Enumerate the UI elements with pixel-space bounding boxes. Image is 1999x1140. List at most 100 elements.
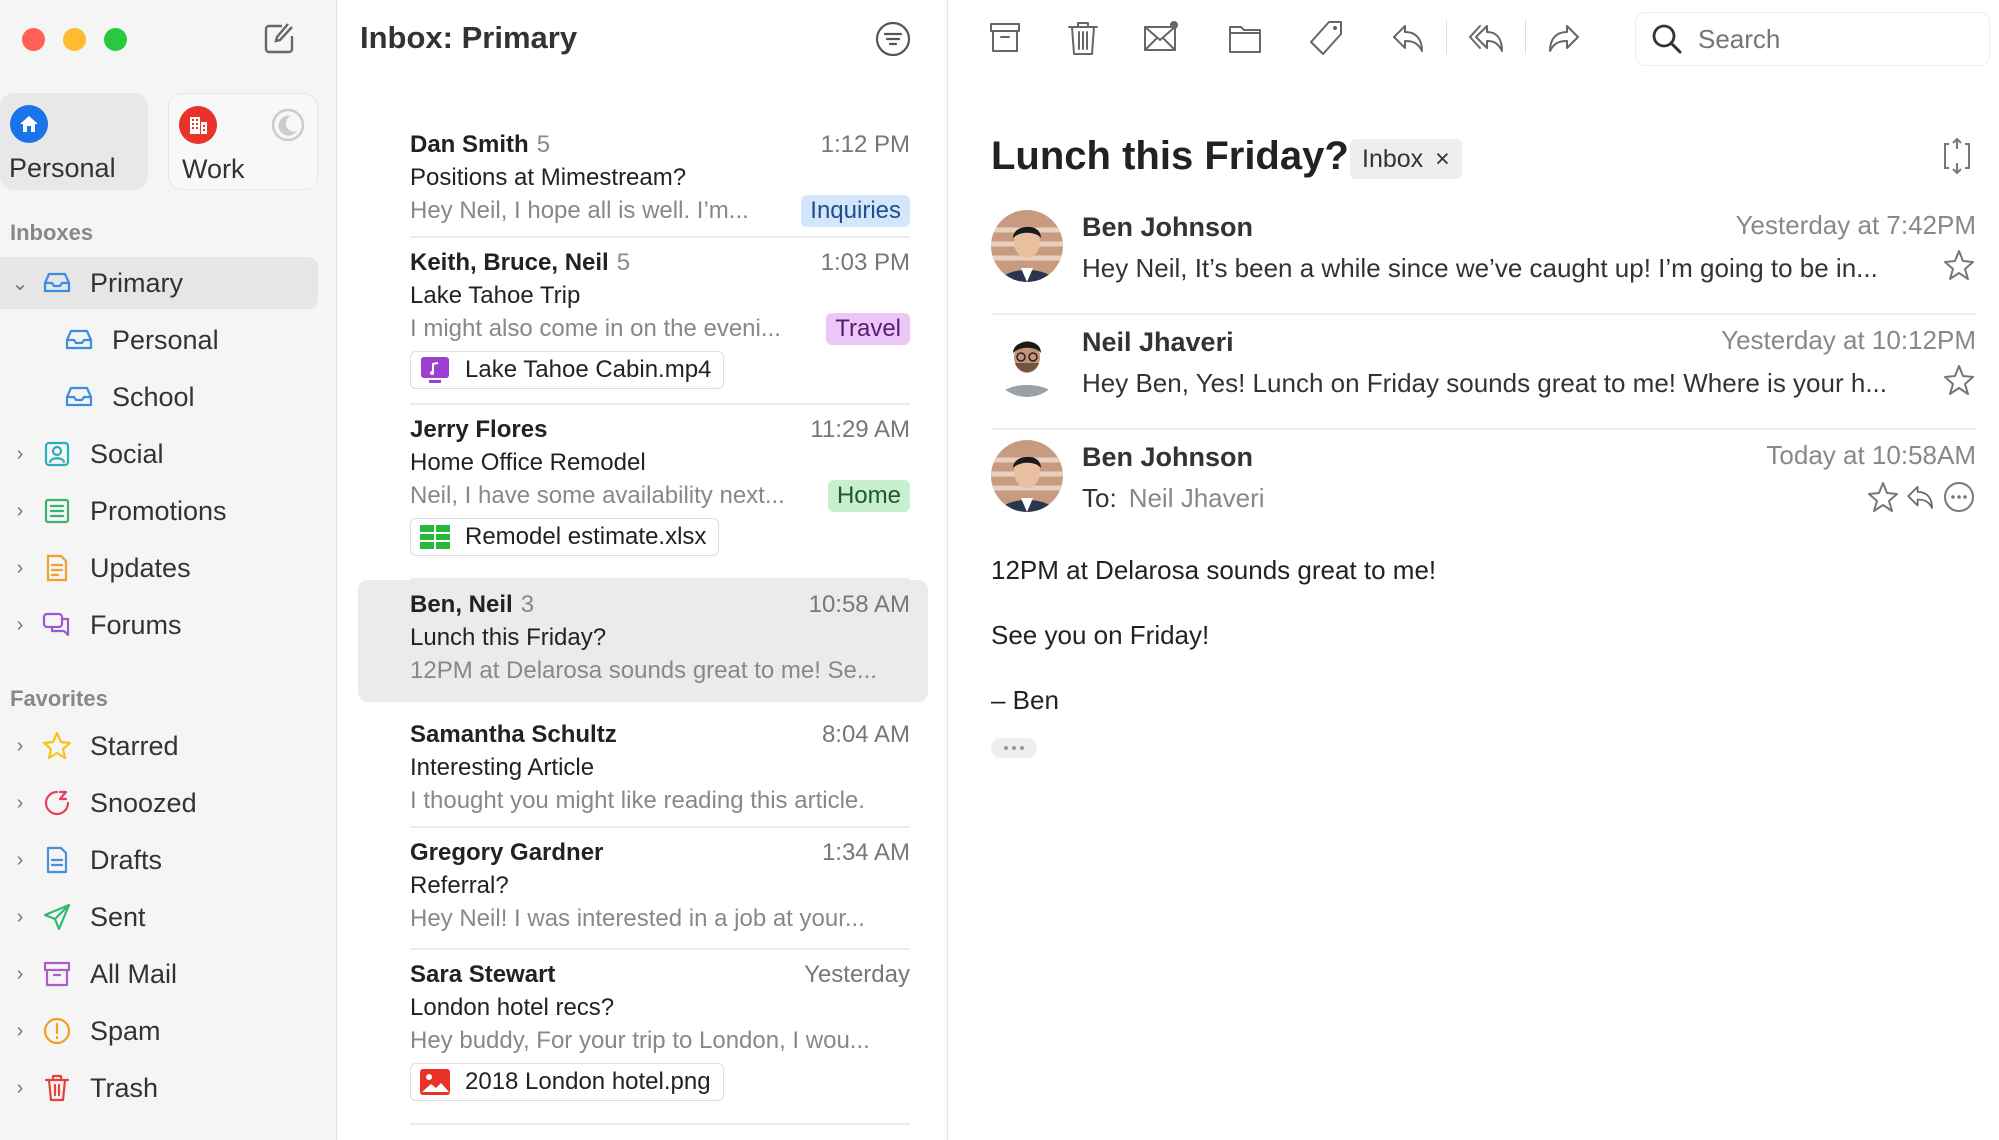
sidebar-item-starred[interactable]: › Starred [0, 720, 318, 772]
message-list-pane: Inbox: Primary Dan Smith 5 1:12 PM Positio… [338, 0, 948, 1140]
chevron-right-icon[interactable]: › [16, 556, 24, 579]
attachment-name: Remodel estimate.xlsx [465, 523, 707, 550]
sidebar-item-label: Forums [90, 609, 182, 640]
image-file-icon [419, 1069, 451, 1095]
thread-time: 11:29 AM [810, 415, 910, 443]
thread-tag[interactable]: Travel [826, 312, 910, 345]
folder-icon[interactable] [1225, 18, 1265, 58]
attachment-chip[interactable]: Lake Tahoe Cabin.mp4 [410, 351, 725, 389]
expand-icon[interactable] [1939, 136, 1975, 176]
thread-row[interactable]: Dan Smith 5 1:12 PM Positions at Mimestrea… [358, 120, 928, 238]
chevron-right-icon[interactable]: › [16, 499, 24, 522]
thread-tag[interactable]: Home [827, 479, 910, 512]
chevron-right-icon[interactable]: › [16, 962, 24, 985]
sidebar-item-social[interactable]: › Social [0, 428, 318, 480]
thread-time: Yesterday [804, 960, 910, 988]
reply-all-icon[interactable] [1467, 18, 1507, 58]
thread-message[interactable]: Ben Johnson Today at 10:58AM To: Neil Jhav… [991, 430, 1976, 545]
chat-bubbles-icon [40, 609, 74, 641]
inbox-icon [62, 381, 96, 413]
sidebar-item-trash[interactable]: › Trash [0, 1062, 318, 1114]
thread-row[interactable]: Gregory Gardner 1:34 AM Referral? Hey Nei… [358, 828, 928, 950]
sidebar-item-school[interactable]: School [0, 371, 318, 423]
body-line: – Ben [991, 685, 1059, 715]
thread-preview: I thought you might like reading this ar… [410, 786, 865, 814]
chevron-right-icon[interactable]: › [16, 905, 24, 928]
chevron-right-icon[interactable]: › [16, 613, 24, 636]
divider [410, 236, 910, 238]
sidebar-item-label: Trash [90, 1072, 159, 1103]
account-work[interactable]: Work [168, 93, 318, 190]
search-input[interactable] [1698, 23, 1958, 55]
send-icon [40, 901, 74, 933]
person-icon [40, 438, 74, 470]
mark-unread-icon[interactable] [1141, 18, 1181, 58]
thread-row[interactable]: Ben, Neil 3 10:58 AM Lunch this Friday? 12… [358, 580, 928, 702]
star-icon[interactable] [1942, 248, 1976, 287]
reply-icon[interactable] [1904, 480, 1938, 519]
tag-list-icon [40, 495, 74, 527]
search-box[interactable] [1635, 12, 1990, 66]
thread-sender: Keith, Bruce, Neil [410, 248, 609, 276]
chevron-right-icon[interactable]: › [16, 791, 24, 814]
chevron-down-icon[interactable]: ⌄ [11, 272, 29, 295]
thread-sender: Samantha Schultz [410, 720, 617, 748]
chevron-right-icon[interactable]: › [16, 442, 24, 465]
show-trimmed-content-button[interactable] [991, 738, 1037, 758]
sidebar-item-sent[interactable]: › Sent [0, 891, 318, 943]
attachment-chip[interactable]: 2018 London hotel.png [410, 1063, 724, 1101]
sidebar-item-label: Drafts [90, 844, 163, 875]
star-icon [40, 730, 74, 762]
archive-icon[interactable] [985, 18, 1025, 58]
attachment-chip[interactable]: Remodel estimate.xlsx [410, 518, 720, 556]
list-title: Inbox: Primary [360, 20, 578, 55]
message-preview: Hey Ben, Yes! Lunch on Friday sounds gre… [1082, 368, 1887, 398]
trash-icon [40, 1072, 74, 1104]
sidebar-item-drafts[interactable]: › Drafts [0, 834, 318, 886]
thread-subject: Interesting Article [410, 753, 595, 781]
reading-pane: Lunch this Friday? Inbox × Ben Johnson Ye… [949, 0, 1999, 1140]
minimize-window-button[interactable] [63, 28, 86, 51]
sidebar-item-personal[interactable]: Personal [0, 314, 318, 366]
chevron-right-icon[interactable]: › [16, 848, 24, 871]
thread-preview: Hey Neil, I hope all is well. I’m... [410, 196, 749, 224]
remove-label-button[interactable]: × [1435, 144, 1450, 173]
chevron-right-icon[interactable]: › [16, 1076, 24, 1099]
reply-icon[interactable] [1389, 18, 1429, 58]
sidebar-item-spam[interactable]: › Spam [0, 1005, 318, 1057]
star-icon[interactable] [1942, 363, 1976, 402]
sidebar-item-snoozed[interactable]: › Snoozed [0, 777, 318, 829]
thread-sender: Gregory Gardner [410, 838, 604, 866]
sidebar-item-primary[interactable]: ⌄ Primary [0, 257, 318, 309]
inbox-icon [40, 267, 74, 299]
zoom-window-button[interactable] [104, 28, 127, 51]
avatar [991, 325, 1063, 397]
trash-icon[interactable] [1063, 18, 1103, 58]
forward-icon[interactable] [1543, 18, 1583, 58]
thread-tag[interactable]: Inquiries [801, 194, 910, 227]
chevron-right-icon[interactable]: › [16, 734, 24, 757]
more-options-icon[interactable] [1942, 480, 1976, 519]
thread-message[interactable]: Ben Johnson Yesterday at 7:42PM Hey Neil,… [991, 200, 1976, 315]
thread-row[interactable]: Keith, Bruce, Neil 5 1:03 PM Lake Tahoe Tr… [358, 238, 928, 405]
chevron-right-icon[interactable]: › [16, 1019, 24, 1042]
message-sender: Ben Johnson [1082, 442, 1254, 472]
thread-message[interactable]: Neil Jhaveri Yesterday at 10:12PM Hey Ben… [991, 315, 1976, 430]
thread-row[interactable]: Jerry Flores 11:29 AM Home Office Remodel… [358, 405, 928, 580]
label-icon[interactable] [1307, 18, 1347, 58]
thread-preview: I might also come in on the eveni... [410, 314, 781, 342]
sidebar-item-updates[interactable]: › Updates [0, 542, 318, 594]
account-personal[interactable]: Personal [0, 93, 148, 190]
filter-icon[interactable] [874, 20, 912, 58]
thread-subject: Positions at Mimestream? [410, 163, 687, 191]
document-icon [40, 552, 74, 584]
sidebar-item-promotions[interactable]: › Promotions [0, 485, 318, 537]
sidebar-item-forums[interactable]: › Forums [0, 599, 318, 651]
star-icon[interactable] [1866, 480, 1900, 519]
close-window-button[interactable] [22, 28, 45, 51]
sidebar-item-all-mail[interactable]: › All Mail [0, 948, 318, 1000]
message-preview: Hey Neil, It’s been a while since we’ve … [1082, 253, 1878, 283]
thread-row[interactable]: Sara Stewart Yesterday London hotel recs?… [358, 950, 928, 1125]
compose-icon[interactable] [262, 20, 298, 56]
thread-row[interactable]: Samantha Schultz 8:04 AM Interesting Arti… [358, 710, 928, 828]
